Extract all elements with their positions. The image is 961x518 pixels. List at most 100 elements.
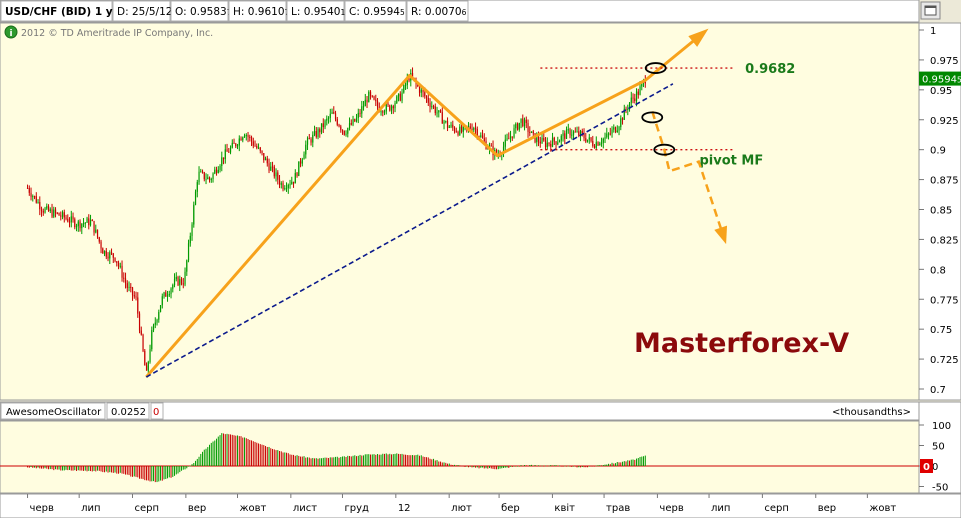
oscillator-bar [291,454,293,466]
candle-body [371,95,373,97]
candle-body [406,78,408,85]
candle-body [256,145,258,148]
candle-body [81,223,83,229]
candle-body [284,188,286,190]
circle-marker [644,62,667,74]
oscillator-bar [294,455,296,466]
candle-body [509,136,512,139]
candle-body [177,277,179,286]
oscillator-bar [165,466,167,479]
oscillator-bar [604,464,606,466]
window-icon[interactable] [920,1,941,20]
oscillator-bar [100,466,102,472]
oscillator-bar [422,456,424,466]
oscillator-bar [280,451,282,466]
time-axis-label: черв [659,503,683,514]
oscillator-bar [301,456,303,466]
candle-body [364,99,366,107]
candle-body [243,135,246,138]
time-axis-label: вер [188,503,206,514]
time-axis-label: серп [135,503,160,514]
candle-body [375,99,377,102]
candle-body [46,206,48,209]
candle-body [551,137,554,147]
oscillator-bar [426,457,428,466]
oscillator-bar [147,466,149,481]
candle-body [548,142,550,144]
oscillator-bar [543,465,545,467]
oscillator-bar [616,462,618,466]
price-tick-label: 0.8 [930,265,946,276]
candle-body [298,161,300,177]
oscillator-bar [200,453,202,466]
price-panel[interactable] [0,22,920,401]
candle-body [215,169,218,173]
candle-body [301,159,303,164]
candle-body [254,145,256,147]
oscillator-bar [555,465,557,466]
price-tick-label: 0.75 [930,325,952,336]
candle-body [53,209,55,217]
oscillator-bar [531,464,533,466]
candle-body [96,229,99,238]
candle-body [263,153,265,161]
candle-body [158,312,160,320]
candle-body [564,133,566,139]
candle-body [327,117,330,119]
oscillator-bar [497,466,499,470]
oscillator-bar [161,466,163,481]
oscillator-bar [352,455,354,466]
oscillator-bar [319,458,321,466]
oscillator-bar [580,466,582,468]
candle-body [581,131,583,134]
candle-body [529,131,531,133]
candle-body [121,265,123,278]
candle-body [156,319,158,323]
candle-body [47,206,50,211]
candle-body [355,117,358,122]
header-date: D: 25/5/12 [117,6,172,18]
header-bar: USD/CHF (BID) 1 y D D: 25/5/12 O: 0.9583… [0,0,920,23]
info-icon[interactable]: i [4,25,18,39]
oscillator-name[interactable]: AwesomeOscillator [6,407,102,418]
candle-body [196,182,198,192]
candle-body [354,119,356,122]
candle-body [439,110,442,113]
candle-body [154,322,156,325]
candle-body [28,188,30,193]
candle-body [161,296,163,306]
oscillator-panel[interactable] [0,420,920,494]
candle-body [434,106,436,114]
candle-body [95,229,97,233]
candle-body [58,212,60,216]
oscillator-bar [606,464,608,466]
candle-body [520,118,522,123]
support-trendline [145,83,674,378]
oscillator-bar [27,466,29,468]
oscillator-bar [126,466,128,475]
oscillator-bar [70,466,72,471]
oscillator-bar [382,453,384,466]
header-symbol-cell[interactable] [0,0,113,22]
candle-body [572,131,575,135]
oscillator-bar [618,462,620,466]
candle-body [182,283,184,285]
candle-body [522,118,524,127]
candle-body [373,96,375,100]
candle-body [235,143,237,147]
oscillator-bar [142,466,144,480]
candle-body [322,123,324,128]
candle-body [266,158,268,164]
last-price-label: 0.95945 [922,75,961,86]
oscillator-bar [412,455,414,466]
oscillator-bar [588,466,590,467]
header-close: C: 0.95945 [349,6,405,18]
oscillator-bar [571,466,573,467]
oscillator-bar [368,454,370,466]
price-tick-label: 0.825 [930,235,959,246]
candle-body [35,196,37,203]
oscillator-bar [88,466,90,471]
candle-body [359,112,361,114]
oscillator-bar [440,461,442,466]
oscillator-bar [305,457,307,466]
